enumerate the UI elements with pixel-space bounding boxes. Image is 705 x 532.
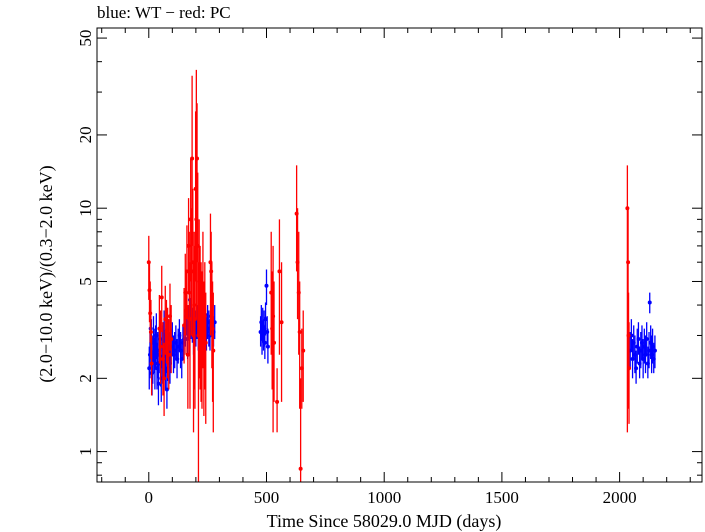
pc-data-point (192, 303, 197, 308)
wt-data-point (164, 387, 169, 392)
wt-data-point (644, 337, 649, 342)
pc-data-point (147, 288, 152, 293)
pc-data-point (169, 337, 174, 342)
x-tick-label: 500 (254, 488, 280, 507)
y-tick-label: 20 (76, 126, 95, 143)
wt-data-point (265, 329, 270, 334)
wt-data-point (156, 381, 161, 386)
pc-data-point (162, 376, 167, 381)
pc-data-point (186, 243, 191, 248)
pc-data-point (158, 344, 163, 349)
plot-frame (96, 27, 703, 483)
wt-data-point (262, 340, 267, 345)
chart-title: blue: WT − red: PC (97, 3, 231, 22)
pc-data-point (277, 269, 282, 274)
pc-data-point (166, 352, 171, 357)
pc-data-point (272, 340, 277, 345)
y-tick-label: 10 (76, 200, 95, 217)
y-tick-label: 1 (76, 447, 95, 456)
x-tick-label: 1500 (485, 488, 519, 507)
pc-data-point (275, 399, 280, 404)
pc-data-point (149, 361, 154, 366)
pc-data-point (210, 326, 215, 331)
wt-data-point (636, 337, 641, 342)
data-layer (146, 69, 657, 482)
pc-data-point (625, 206, 630, 211)
pc-data-point (209, 269, 214, 274)
wt-data-point (652, 348, 657, 353)
x-tick-label: 2000 (603, 488, 637, 507)
pc-data-point (159, 295, 164, 300)
wt-data-point (634, 366, 639, 371)
wt-data-point (265, 344, 270, 349)
pc-data-point (148, 329, 153, 334)
pc-data-point (297, 329, 302, 334)
pc-data-point (190, 156, 195, 161)
pc-data-point (203, 340, 208, 345)
wt-data-point (147, 366, 152, 371)
pc-data-point (195, 156, 200, 161)
wt-data-point (264, 283, 269, 288)
x-axis-label: Time Since 58029.0 MJD (days) (267, 511, 502, 532)
pc-data-point (148, 311, 153, 316)
pc-data-point (301, 348, 306, 353)
pc-data-point (626, 260, 631, 265)
wt-data-point (629, 333, 634, 338)
y-tick-label: 5 (76, 277, 95, 286)
axes-layer: 0 500 1000 1500 2000 1 2 5 10 20 50 (76, 27, 703, 507)
pc-data-point (146, 260, 151, 265)
pc-data-point (279, 320, 284, 325)
wt-data-point (647, 300, 652, 305)
y-tick-label: 50 (76, 30, 95, 47)
pc-data-point (298, 466, 303, 471)
pc-data-point (627, 366, 632, 371)
pc-data-point (211, 348, 216, 353)
x-tick-label: 0 (145, 488, 154, 507)
y-axis-label: (2.0−10.0 keV)/(0.3−2.0 keV) (36, 165, 57, 382)
x-tick-label: 1000 (367, 488, 401, 507)
pc-data-point (187, 290, 192, 295)
y-tick-label: 2 (76, 374, 95, 383)
